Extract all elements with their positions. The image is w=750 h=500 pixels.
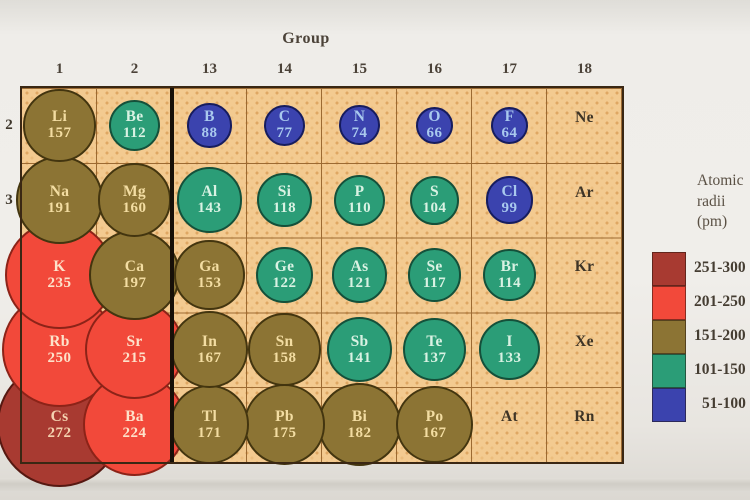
- element-circle-I: [478, 319, 541, 381]
- element-circle-Br: [483, 248, 536, 302]
- element-circle-Tl: [170, 385, 249, 464]
- element-circle-Li: [23, 89, 96, 162]
- group-header-13: 13: [202, 61, 217, 77]
- element-circle-O: [415, 106, 454, 145]
- legend-title-line-1: Atomic: [697, 172, 744, 189]
- legend-swatch-51-100: [652, 388, 686, 422]
- group-header-18: 18: [577, 61, 592, 77]
- legend-swatch-151-200: [652, 320, 686, 354]
- page-bottom-shadow: [0, 478, 750, 491]
- element-circle-N: [339, 105, 380, 146]
- legend-title-line-2: radii: [697, 192, 726, 210]
- element-circle-Te: [402, 318, 466, 382]
- s-p-block-divider-line: [170, 87, 174, 463]
- legend-range-51-100: 51-100: [702, 395, 746, 412]
- group-header-2: 2: [130, 61, 139, 77]
- element-circle-C: [263, 104, 306, 146]
- element-circle-Be: [108, 99, 161, 152]
- element-circle-F: [490, 106, 529, 144]
- legend-range-101-150: 101-150: [694, 361, 746, 378]
- element-circle-Ca: [89, 229, 180, 321]
- element-circle-S: [409, 175, 460, 225]
- element-circle-Pb: [244, 384, 325, 465]
- legend-swatch-101-150: [652, 354, 686, 388]
- element-circle-Po: [396, 386, 473, 463]
- element-circle-P: [334, 174, 385, 226]
- legend-swatch-201-250: [652, 286, 686, 320]
- period-label-3: 3: [5, 191, 13, 208]
- group-header-16: 16: [427, 61, 442, 77]
- element-circle-As: [331, 247, 388, 303]
- legend-range-251-300: 251-300: [694, 259, 746, 276]
- element-circle-In: [171, 311, 248, 389]
- element-circle-Mg: [97, 163, 172, 237]
- element-circle-Al: [176, 167, 243, 234]
- element-circle-Sn: [248, 313, 321, 387]
- legend-swatch-251-300: [652, 252, 686, 286]
- group-header-14: 14: [277, 61, 292, 77]
- legend-title-line-3: (pm): [697, 213, 728, 231]
- element-circle-Ga: [174, 239, 245, 311]
- element-circle-B: [187, 103, 232, 148]
- element-circle-Ge: [256, 246, 313, 304]
- legend-range-201-250: 201-250: [694, 293, 746, 310]
- element-circle-Cl: [485, 176, 534, 225]
- legend-range-151-200: 151-200: [694, 327, 746, 344]
- group-axis-label: Group: [282, 30, 330, 47]
- element-circle-Si: [257, 173, 312, 228]
- group-header-15: 15: [352, 61, 367, 77]
- element-circle-Bi: [317, 382, 402, 467]
- group-header-1: 1: [55, 61, 64, 77]
- element-circle-Se: [407, 248, 462, 302]
- element-circle-Sb: [327, 317, 392, 383]
- period-label-2: 2: [5, 116, 13, 133]
- group-header-17: 17: [502, 61, 517, 77]
- element-circle-Na: [15, 156, 104, 245]
